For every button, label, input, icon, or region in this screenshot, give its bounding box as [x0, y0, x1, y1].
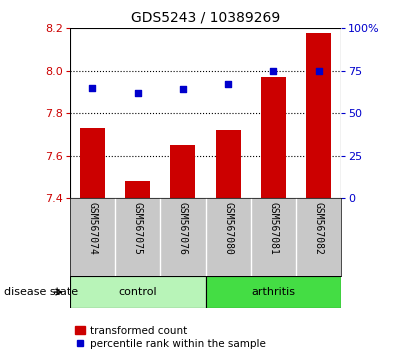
Text: GSM567080: GSM567080 [223, 202, 233, 255]
Point [89, 85, 96, 91]
Point [180, 87, 186, 92]
Point [225, 81, 231, 87]
Text: GSM567075: GSM567075 [133, 202, 143, 255]
Text: GSM567082: GSM567082 [314, 202, 323, 255]
Point [270, 68, 277, 74]
Text: GSM567081: GSM567081 [268, 202, 278, 255]
Bar [171, 145, 195, 198]
Point [134, 90, 141, 96]
Point [315, 68, 322, 74]
Bar [306, 33, 331, 198]
Text: control: control [118, 287, 157, 297]
Text: disease state: disease state [4, 287, 78, 297]
Bar [70, 276, 206, 308]
Text: arthritis: arthritis [251, 287, 296, 297]
Bar [261, 77, 286, 198]
Text: GDS5243 / 10389269: GDS5243 / 10389269 [131, 11, 280, 25]
Bar [206, 276, 341, 308]
Text: GSM567076: GSM567076 [178, 202, 188, 255]
Bar [216, 130, 240, 198]
Bar [125, 181, 150, 198]
Bar [80, 128, 105, 198]
Text: GSM567074: GSM567074 [88, 202, 97, 255]
Legend: transformed count, percentile rank within the sample: transformed count, percentile rank withi… [75, 326, 266, 349]
